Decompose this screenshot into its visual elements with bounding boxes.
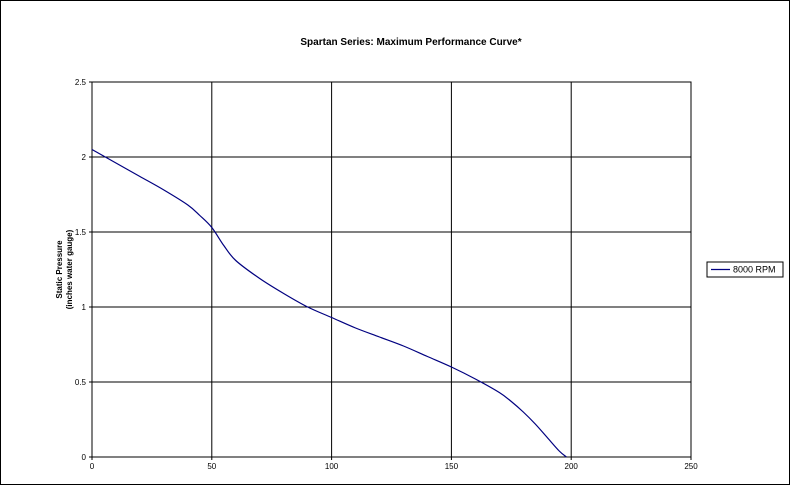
horizontal-gridlines: [92, 156, 691, 383]
plot-area: [91, 81, 692, 458]
x-tick-label-50: 50: [207, 462, 216, 471]
y-tick-label-1.5: 1.5: [75, 228, 87, 237]
series-line-8000-rpm: [91, 148, 567, 458]
x-tick-label-100: 100: [325, 462, 339, 471]
y-tick-label-1: 1: [82, 303, 87, 312]
legend-label-8000-rpm: 8000 RPM: [733, 265, 776, 275]
x-tick-label-0: 0: [90, 462, 95, 471]
x-tick-label-150: 150: [445, 462, 459, 471]
x-tick-label-200: 200: [565, 462, 579, 471]
vertical-gridlines: [211, 82, 572, 457]
series-layer: [91, 148, 567, 458]
y-tick-label-0: 0: [82, 453, 87, 462]
x-axis-tick-labels: 0 50 100 150 200 250: [90, 457, 698, 471]
y-tick-label-2.5: 2.5: [75, 78, 87, 87]
legend: 8000 RPM: [706, 261, 784, 278]
y-axis-tick-labels: 0 0.5 1 1.5 2 2.5: [75, 78, 92, 462]
chart-title: Spartan Series: Maximum Performance Curv…: [300, 37, 521, 48]
legend-box: [706, 261, 784, 278]
y-tick-label-2: 2: [82, 153, 87, 162]
y-axis-title-line-1: Static Pressure: [55, 240, 64, 299]
y-axis-title-line-2: (inches water gauge): [65, 229, 74, 309]
y-tick-label-0.5: 0.5: [75, 378, 87, 387]
x-tick-label-250: 250: [684, 462, 698, 471]
y-axis-title: Static Pressure (inches water gauge): [55, 229, 74, 309]
